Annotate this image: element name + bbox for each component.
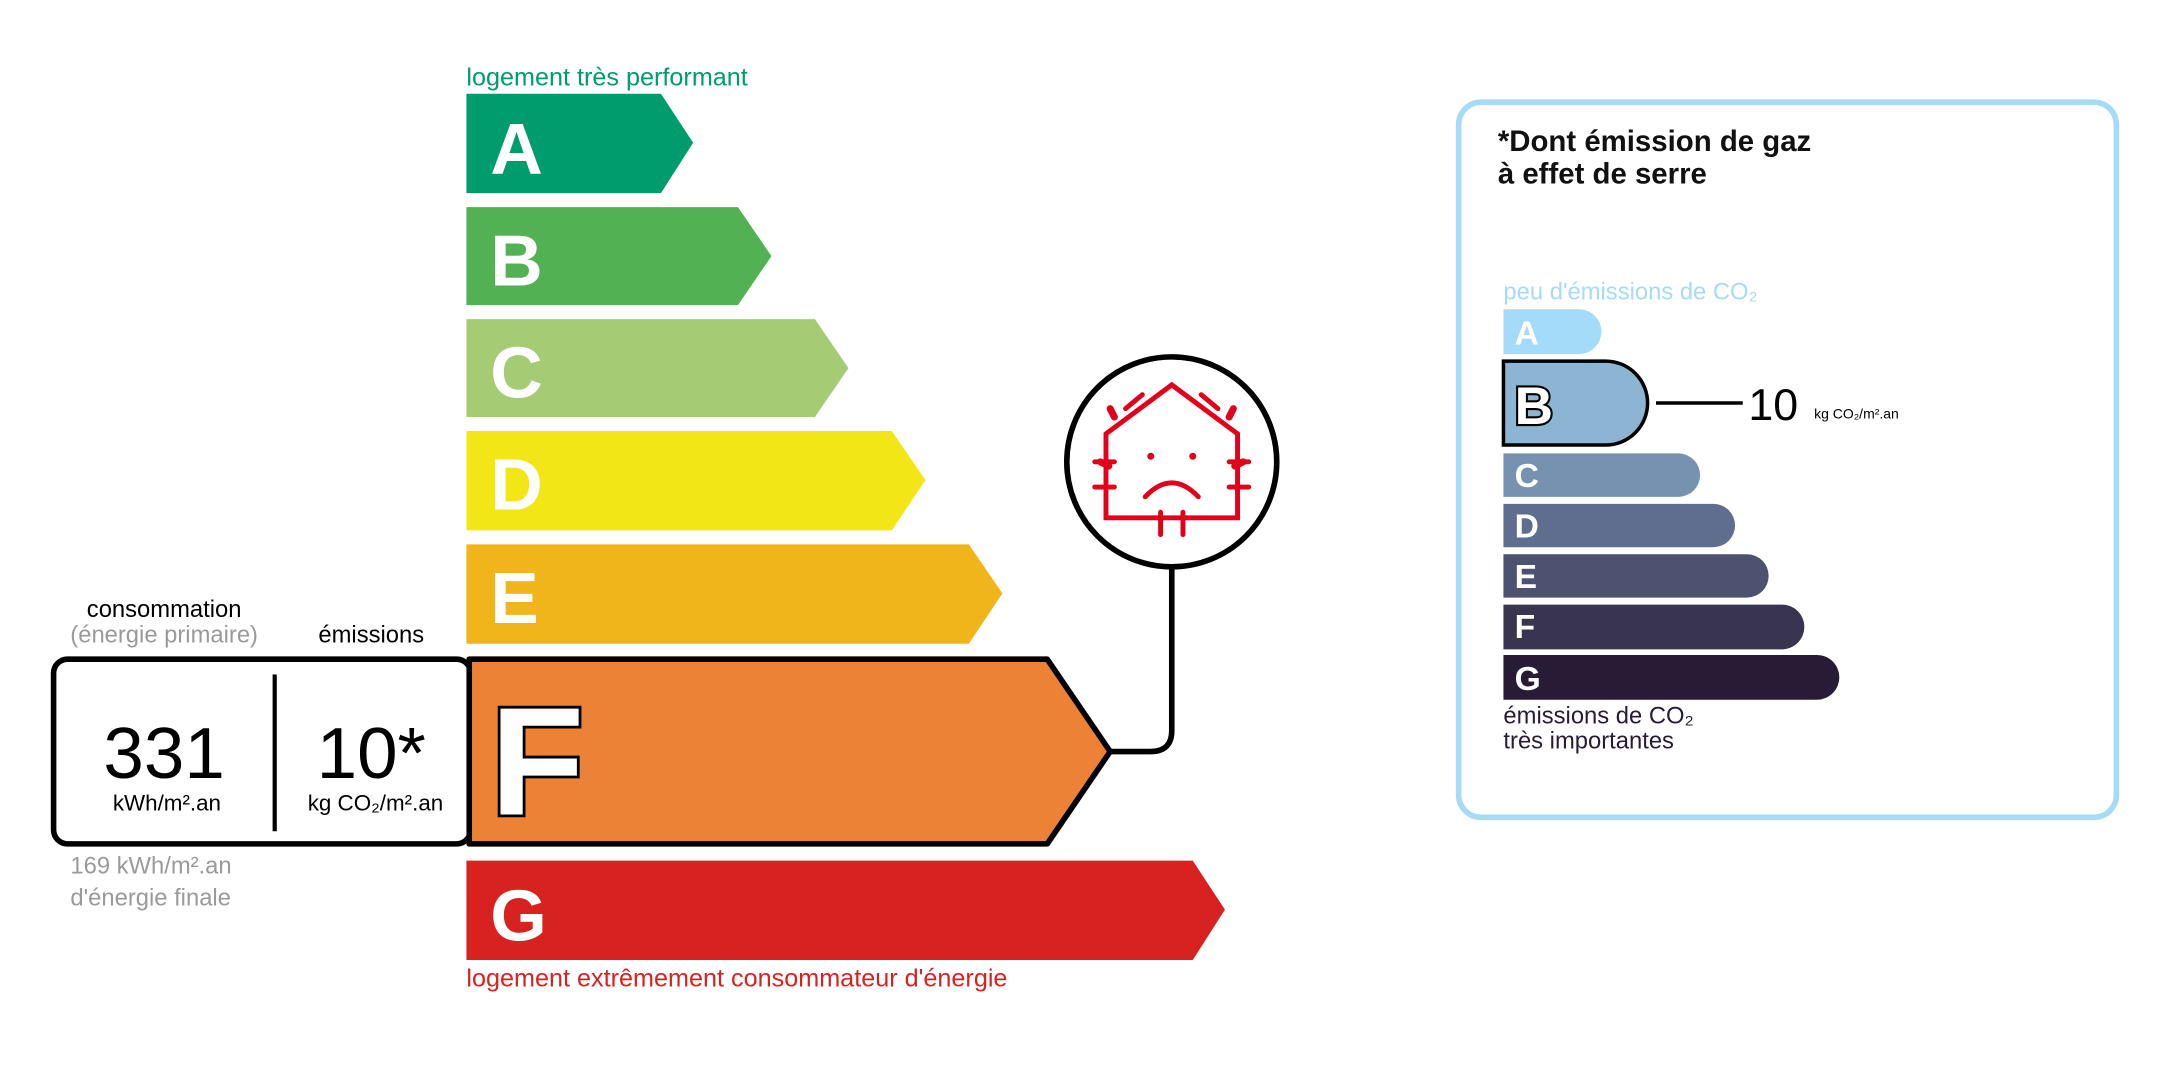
ghg-title-line2: à effet de serre (1498, 157, 1707, 190)
energy-class-b: B (466, 207, 772, 306)
energy-letter-b: B (490, 220, 543, 301)
energy-bar-b (466, 207, 772, 306)
ghg-letter-g: G (1515, 661, 1541, 698)
energy-class-c: C (466, 319, 849, 418)
ghg-bottom-caption-line2: très importantes (1503, 728, 1674, 755)
energy-letter-f: F (490, 675, 584, 847)
poorly-insulated-house-sad-face-icon (1092, 381, 1252, 538)
energy-class-g: G (466, 860, 1225, 961)
badge-circle (1064, 354, 1280, 570)
energy-class-e: E (466, 544, 1003, 644)
ghg-class-f: F (1503, 604, 1805, 650)
ghg-class-e: E (1503, 554, 1769, 598)
ghg-letter-a: A (1515, 315, 1539, 352)
ghg-bottom-caption-line1: émissions de CO₂ (1503, 703, 1693, 730)
emissions-label: émissions (318, 621, 424, 648)
energy-class-d: D (466, 431, 926, 531)
ghg-class-c: C (1503, 453, 1701, 497)
ghg-value: 10 (1748, 380, 1798, 430)
energy-letter-c: C (490, 332, 543, 413)
energy-class-f-current: F 331 kWh/m².an 10* kg CO₂/m².an (50, 656, 1113, 850)
ghg-title-line1: *Dont émission de gaz (1498, 125, 1811, 158)
consumption-sublabel: (énergie primaire) (70, 621, 258, 648)
energy-letter-d: D (490, 444, 543, 525)
ghg-bar-e (1503, 554, 1769, 598)
ghg-letter-c: C (1515, 458, 1539, 495)
energy-bar-f (466, 656, 1113, 847)
energy-letter-a: A (490, 109, 543, 190)
bottom-caption: logement extrêmement consommateur d'éner… (466, 965, 1007, 993)
ghg-bar-b (1501, 359, 1650, 447)
ghg-bar-g (1503, 654, 1840, 700)
ghg-bar-f (1503, 604, 1805, 650)
ghg-class-b-current: B 10 kg CO₂/m².an (1501, 359, 1899, 447)
energy-class-a: A (466, 93, 694, 194)
energy-bar-a (466, 93, 694, 194)
ghg-letter-b: B (1515, 377, 1553, 436)
final-energy-value: 169 kWh/m².an (70, 852, 231, 879)
final-energy-label: d'énergie finale (70, 884, 231, 911)
ghg-letter-d: D (1515, 508, 1539, 545)
ghg-class-a: A (1503, 309, 1602, 355)
consumption-value: 331 (103, 713, 224, 794)
emissions-unit: kg CO₂/m².an (308, 790, 444, 815)
top-caption: logement très performant (466, 63, 747, 91)
energy-bar-d (466, 431, 926, 531)
energy-letter-e: E (490, 558, 539, 639)
ghg-bar-a (1503, 309, 1602, 355)
energy-letter-g: G (490, 875, 547, 956)
ghg-unit: kg CO₂/m².an (1814, 405, 1899, 421)
consumption-unit: kWh/m².an (113, 790, 221, 815)
energy-bar-g (466, 860, 1225, 961)
ghg-top-caption: peu d'émissions de CO₂ (1503, 278, 1757, 305)
ghg-letter-f: F (1515, 609, 1536, 646)
emissions-value: 10* (317, 713, 426, 794)
consumption-label: consommation (87, 596, 242, 623)
energy-bar-c (466, 319, 849, 418)
ghg-class-g: G (1503, 654, 1840, 700)
ghg-class-d: D (1503, 503, 1736, 548)
ghg-letter-e: E (1515, 559, 1537, 596)
badge-connector (1110, 566, 1175, 755)
ghg-bar-c (1503, 453, 1701, 497)
ghg-bar-d (1503, 503, 1736, 548)
energy-bar-e (466, 544, 1003, 644)
